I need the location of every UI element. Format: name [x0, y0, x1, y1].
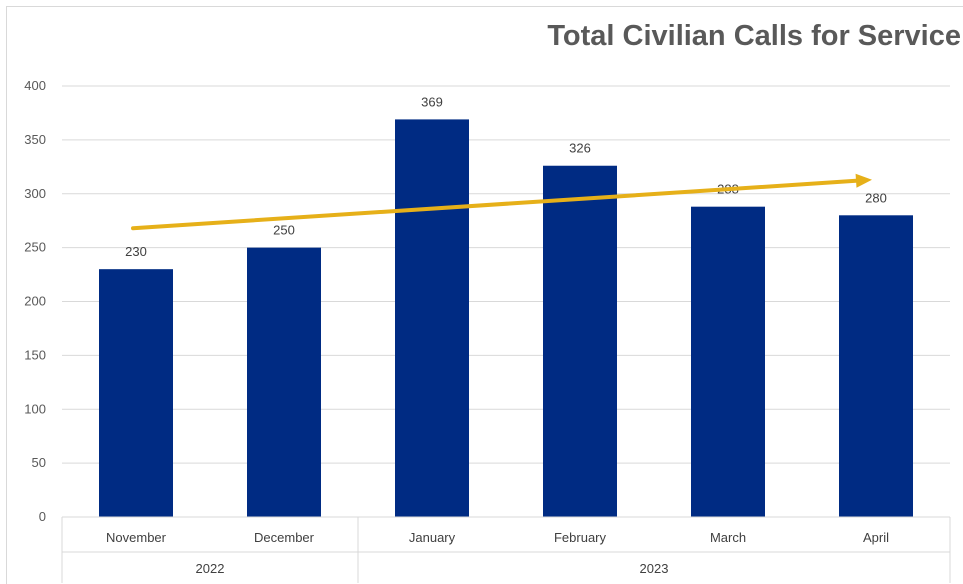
bar: [99, 269, 173, 517]
trend-arrow: [131, 173, 872, 231]
y-axis-ticks: 0 50 100 150 200 250 300 350 400: [24, 78, 46, 524]
x-axis: November December January February March Apri…: [61, 516, 951, 583]
x-category-label: November: [106, 530, 167, 545]
x-group-label: 2023: [640, 561, 669, 576]
x-category-label: January: [409, 530, 456, 545]
data-label: 250: [273, 223, 295, 238]
y-tick-label: 250: [24, 240, 46, 255]
bars: [99, 119, 913, 518]
y-tick-label: 50: [32, 455, 46, 470]
x-category-label: February: [554, 530, 607, 545]
bar: [543, 165, 617, 518]
trend-arrowhead: [855, 173, 872, 188]
x-category-label: December: [254, 530, 315, 545]
bar: [839, 215, 913, 518]
data-label: 280: [865, 190, 887, 205]
chart-title: Total Civilian Calls for Service: [547, 20, 961, 52]
y-tick-label: 150: [24, 347, 46, 362]
data-label: 230: [125, 244, 147, 259]
x-group-label: 2022: [196, 561, 225, 576]
x-category-label: March: [710, 530, 746, 545]
trend-line: [131, 178, 859, 231]
gridlines: [62, 85, 950, 464]
bar: [691, 206, 765, 517]
bar: [247, 247, 321, 517]
y-tick-label: 0: [39, 509, 46, 524]
y-tick-label: 300: [24, 186, 46, 201]
data-labels: 230250369326288280: [125, 94, 887, 259]
data-label: 326: [569, 141, 591, 156]
y-tick-label: 350: [24, 132, 46, 147]
data-label: 369: [421, 94, 443, 109]
y-tick-label: 400: [24, 78, 46, 93]
y-tick-label: 100: [24, 401, 46, 416]
y-tick-label: 200: [24, 294, 46, 309]
x-category-label: April: [863, 530, 889, 545]
bar: [395, 119, 469, 517]
